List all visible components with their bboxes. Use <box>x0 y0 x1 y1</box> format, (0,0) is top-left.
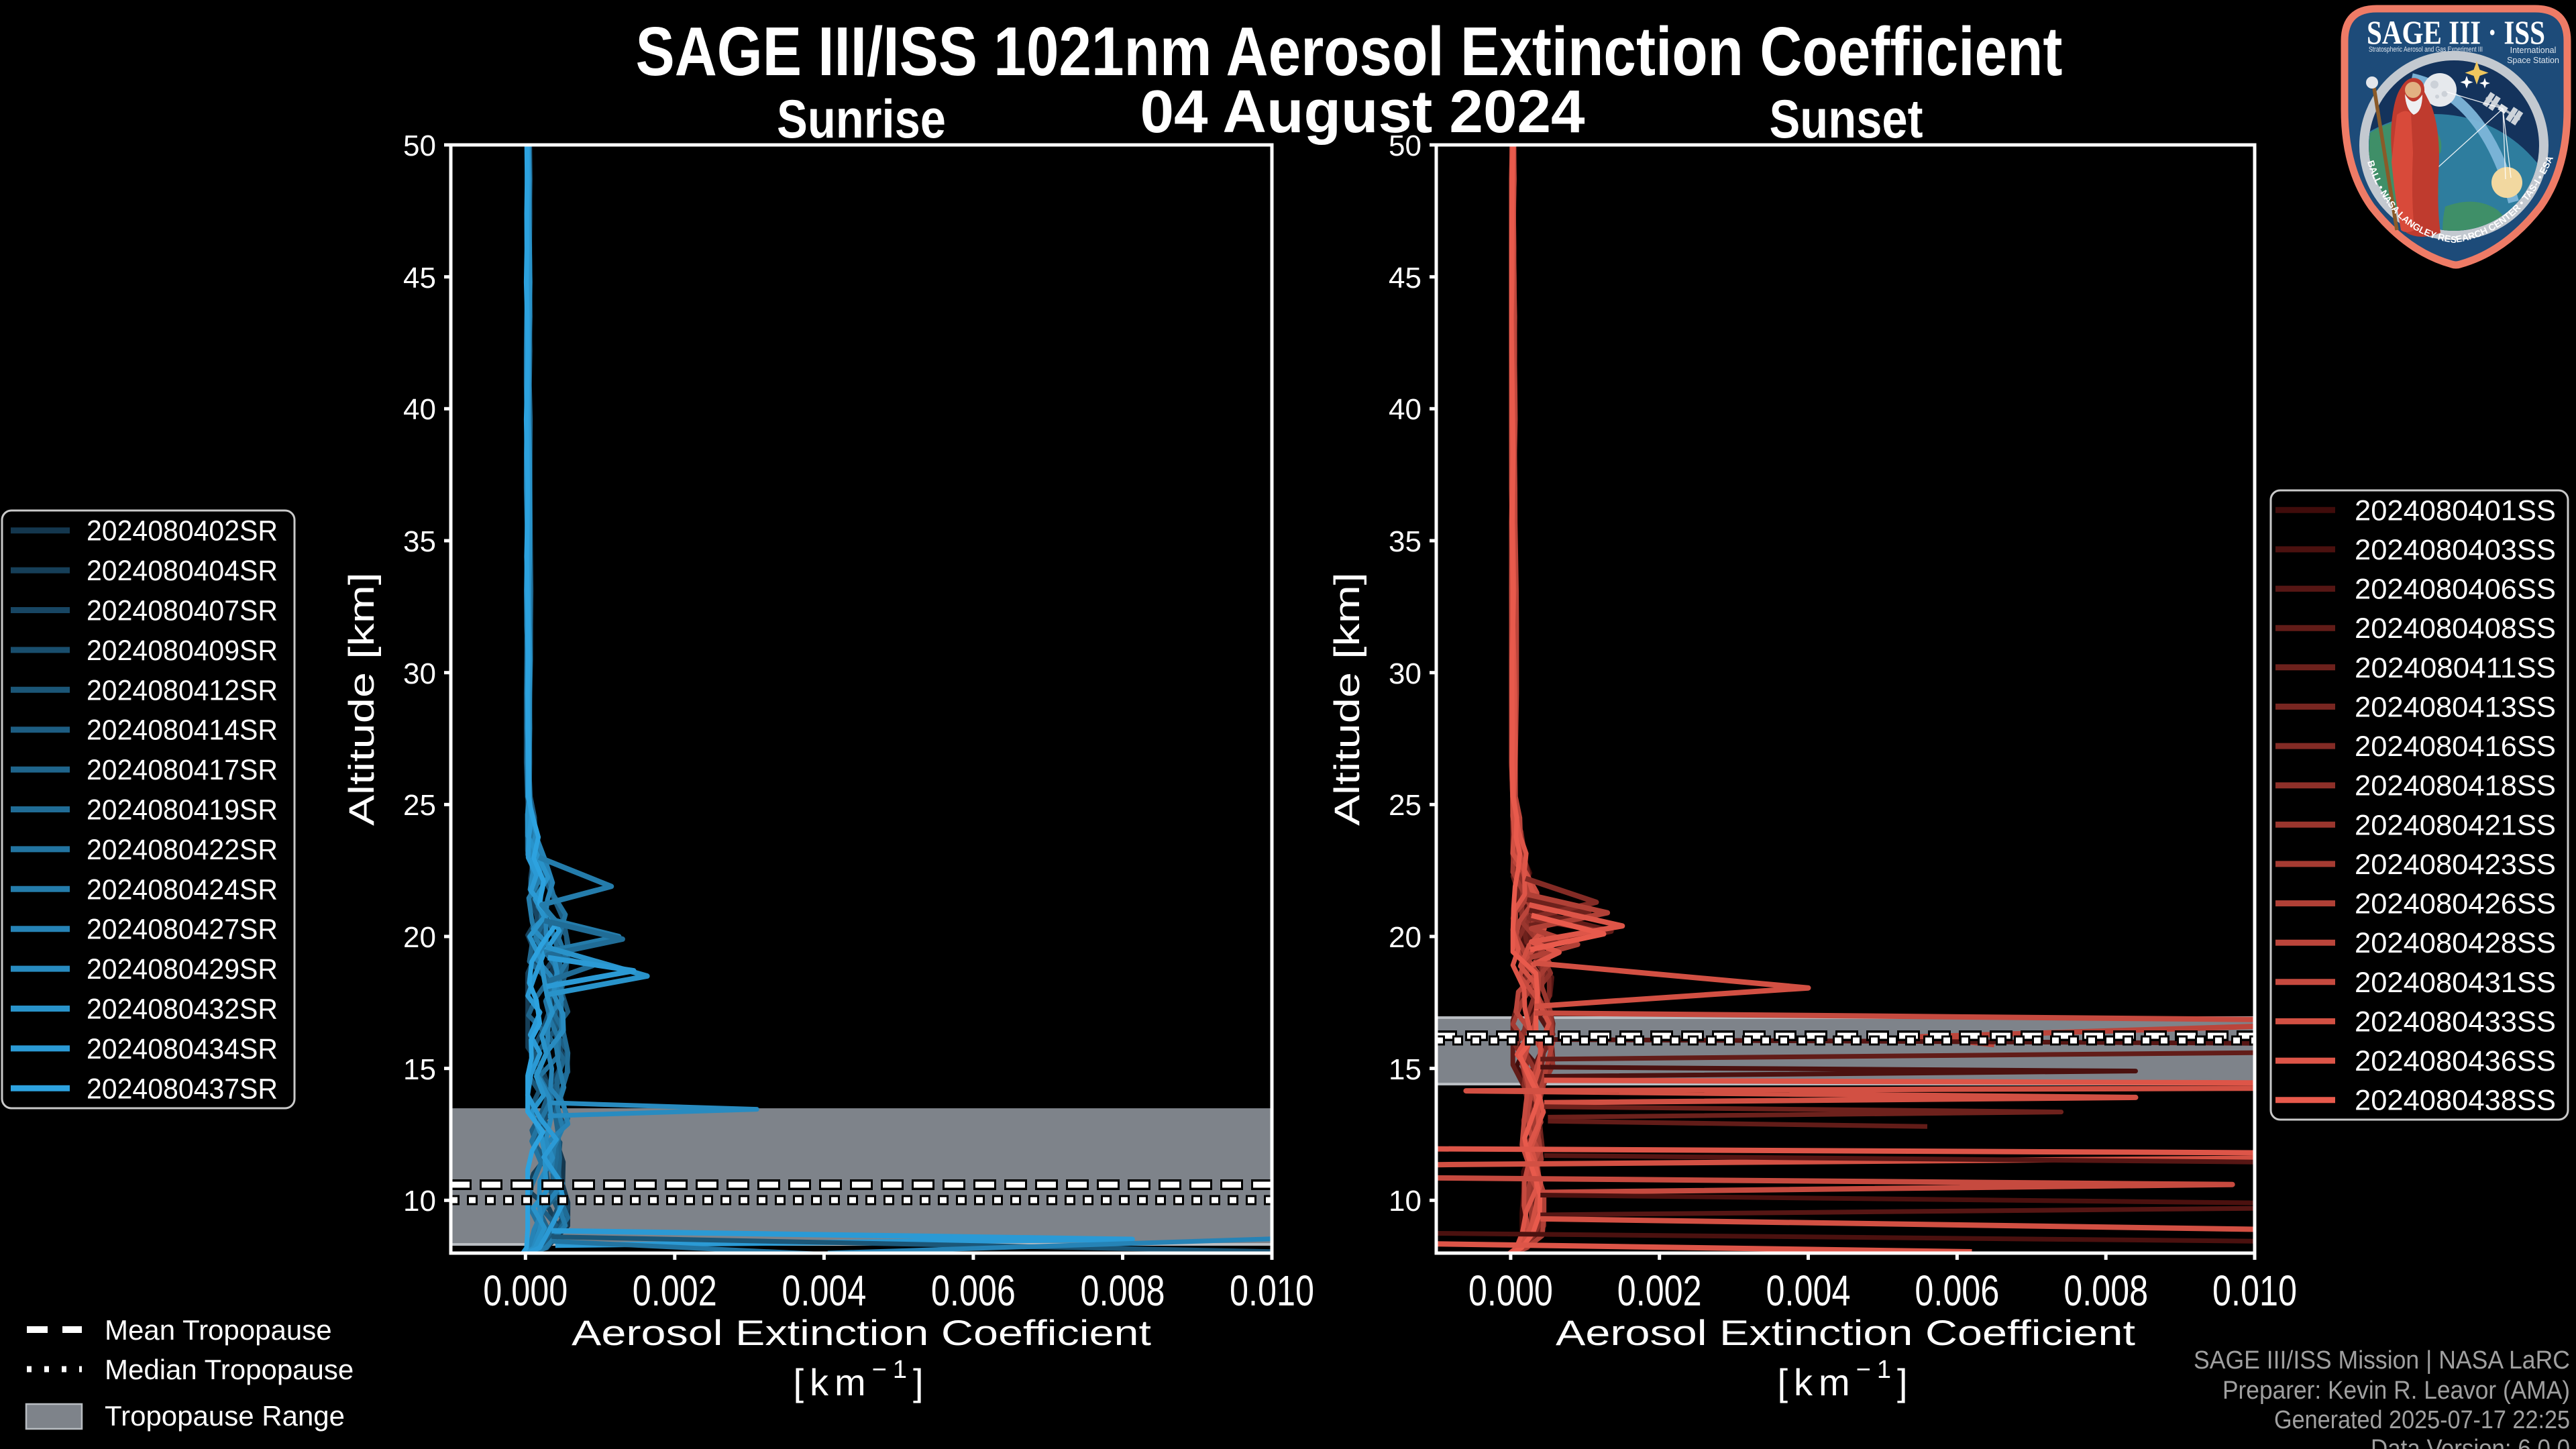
svg-text:2024080429SR: 2024080429SR <box>87 953 278 985</box>
svg-text:2024080424SR: 2024080424SR <box>87 873 278 906</box>
svg-text:25: 25 <box>403 789 436 822</box>
svg-text:2024080411SS: 2024080411SS <box>2355 652 2556 684</box>
svg-text:45: 45 <box>403 262 436 294</box>
svg-text:Median Tropopause: Median Tropopause <box>105 1354 354 1385</box>
svg-text:0.004: 0.004 <box>782 1267 866 1315</box>
svg-text:2024080419SR: 2024080419SR <box>87 794 278 826</box>
svg-text:0.008: 0.008 <box>1081 1267 1165 1315</box>
svg-text:0.004: 0.004 <box>1766 1267 1851 1315</box>
svg-text:2024080401SS: 2024080401SS <box>2355 494 2556 527</box>
svg-text:0.000: 0.000 <box>483 1267 568 1315</box>
svg-text:10: 10 <box>1389 1185 1421 1218</box>
svg-text:30: 30 <box>1389 657 1421 690</box>
svg-text:0.002: 0.002 <box>633 1267 717 1315</box>
svg-text:2024080417SR: 2024080417SR <box>87 754 278 786</box>
svg-text:20: 20 <box>1389 921 1421 954</box>
svg-text:0.002: 0.002 <box>1617 1267 1702 1315</box>
svg-text:04 August 2024: 04 August 2024 <box>1140 78 1585 146</box>
svg-text:2024080434SR: 2024080434SR <box>87 1033 278 1065</box>
svg-text:SAGE III/ISS 1021nm Aerosol Ex: SAGE III/ISS 1021nm Aerosol Extinction C… <box>636 13 2063 90</box>
svg-text:2024080426SS: 2024080426SS <box>2355 888 2556 920</box>
svg-text:0.006: 0.006 <box>931 1267 1016 1315</box>
svg-text:2024080407SR: 2024080407SR <box>87 595 278 627</box>
svg-text:40: 40 <box>1389 393 1421 426</box>
svg-text:2024080402SR: 2024080402SR <box>87 515 278 547</box>
svg-text:35: 35 <box>1389 525 1421 558</box>
svg-text:15: 15 <box>1389 1053 1421 1086</box>
svg-text:2024080418SS: 2024080418SS <box>2355 770 2556 802</box>
svg-text:Sunrise: Sunrise <box>777 89 946 150</box>
svg-text:40: 40 <box>403 393 436 426</box>
svg-text:2024080414SR: 2024080414SR <box>87 714 278 747</box>
svg-text:Preparer: Kevin R. Leavor (AMA: Preparer: Kevin R. Leavor (AMA) <box>2222 1377 2570 1405</box>
svg-text:2024080431SS: 2024080431SS <box>2355 967 2556 999</box>
svg-text:30: 30 <box>403 657 436 690</box>
svg-text:20: 20 <box>403 921 436 954</box>
svg-text:2024080432SR: 2024080432SR <box>87 994 278 1026</box>
svg-text:0.006: 0.006 <box>1915 1267 1999 1315</box>
svg-text:50: 50 <box>1389 129 1421 162</box>
svg-text:Altitude [km]: Altitude [km] <box>1328 572 1367 826</box>
svg-text:25: 25 <box>1389 789 1421 822</box>
svg-text:2024080408SS: 2024080408SS <box>2355 612 2556 645</box>
svg-text:2024080428SS: 2024080428SS <box>2355 927 2556 959</box>
svg-text:0.010: 0.010 <box>1230 1267 1314 1315</box>
svg-text:2024080409SR: 2024080409SR <box>87 635 278 667</box>
svg-text:2024080427SR: 2024080427SR <box>87 914 278 946</box>
svg-text:2024080412SR: 2024080412SR <box>87 674 278 706</box>
svg-text:15: 15 <box>403 1053 436 1086</box>
svg-text:2024080413SS: 2024080413SS <box>2355 691 2556 723</box>
svg-text:0.010: 0.010 <box>2212 1267 2297 1315</box>
svg-text:10: 10 <box>403 1185 436 1218</box>
svg-text:Data Version: 6.0.0: Data Version: 6.0.0 <box>2371 1435 2570 1449</box>
svg-text:2024080403SS: 2024080403SS <box>2355 534 2556 566</box>
svg-text:Tropopause Range: Tropopause Range <box>105 1400 345 1432</box>
svg-text:35: 35 <box>403 525 436 558</box>
svg-text:Altitude [km]: Altitude [km] <box>342 572 382 826</box>
svg-text:2024080437SR: 2024080437SR <box>87 1073 278 1105</box>
svg-text:SAGE III/ISS Mission | NASA La: SAGE III/ISS Mission | NASA LaRC <box>2194 1346 2570 1375</box>
svg-text:Mean Tropopause: Mean Tropopause <box>105 1314 332 1346</box>
svg-text:2024080404SR: 2024080404SR <box>87 555 278 587</box>
svg-text:2024080438SS: 2024080438SS <box>2355 1085 2556 1117</box>
svg-text:2024080433SS: 2024080433SS <box>2355 1006 2556 1038</box>
svg-text:2024080406SS: 2024080406SS <box>2355 574 2556 606</box>
svg-text:Aerosol Extinction Coefficient: Aerosol Extinction Coefficient <box>1556 1313 2135 1353</box>
svg-text:45: 45 <box>1389 262 1421 294</box>
svg-text:0.008: 0.008 <box>2063 1267 2148 1315</box>
svg-text:2024080436SS: 2024080436SS <box>2355 1045 2556 1077</box>
svg-text:2024080421SS: 2024080421SS <box>2355 809 2556 841</box>
svg-text:2024080423SS: 2024080423SS <box>2355 849 2556 881</box>
svg-text:2024080416SS: 2024080416SS <box>2355 731 2556 763</box>
svg-text:50: 50 <box>403 129 436 162</box>
svg-text:0.000: 0.000 <box>1468 1267 1553 1315</box>
svg-text:Space Station: Space Station <box>2507 56 2559 65</box>
svg-text:Sunset: Sunset <box>1770 89 1923 150</box>
svg-text:2024080422SR: 2024080422SR <box>87 834 278 866</box>
svg-text:Generated 2025-07-17 22:25: Generated 2025-07-17 22:25 <box>2274 1406 2570 1434</box>
svg-text:International: International <box>2510 46 2557 55</box>
svg-text:SAGE III · ISS: SAGE III · ISS <box>2367 13 2545 51</box>
svg-text:Aerosol Extinction Coefficient: Aerosol Extinction Coefficient <box>572 1313 1151 1353</box>
